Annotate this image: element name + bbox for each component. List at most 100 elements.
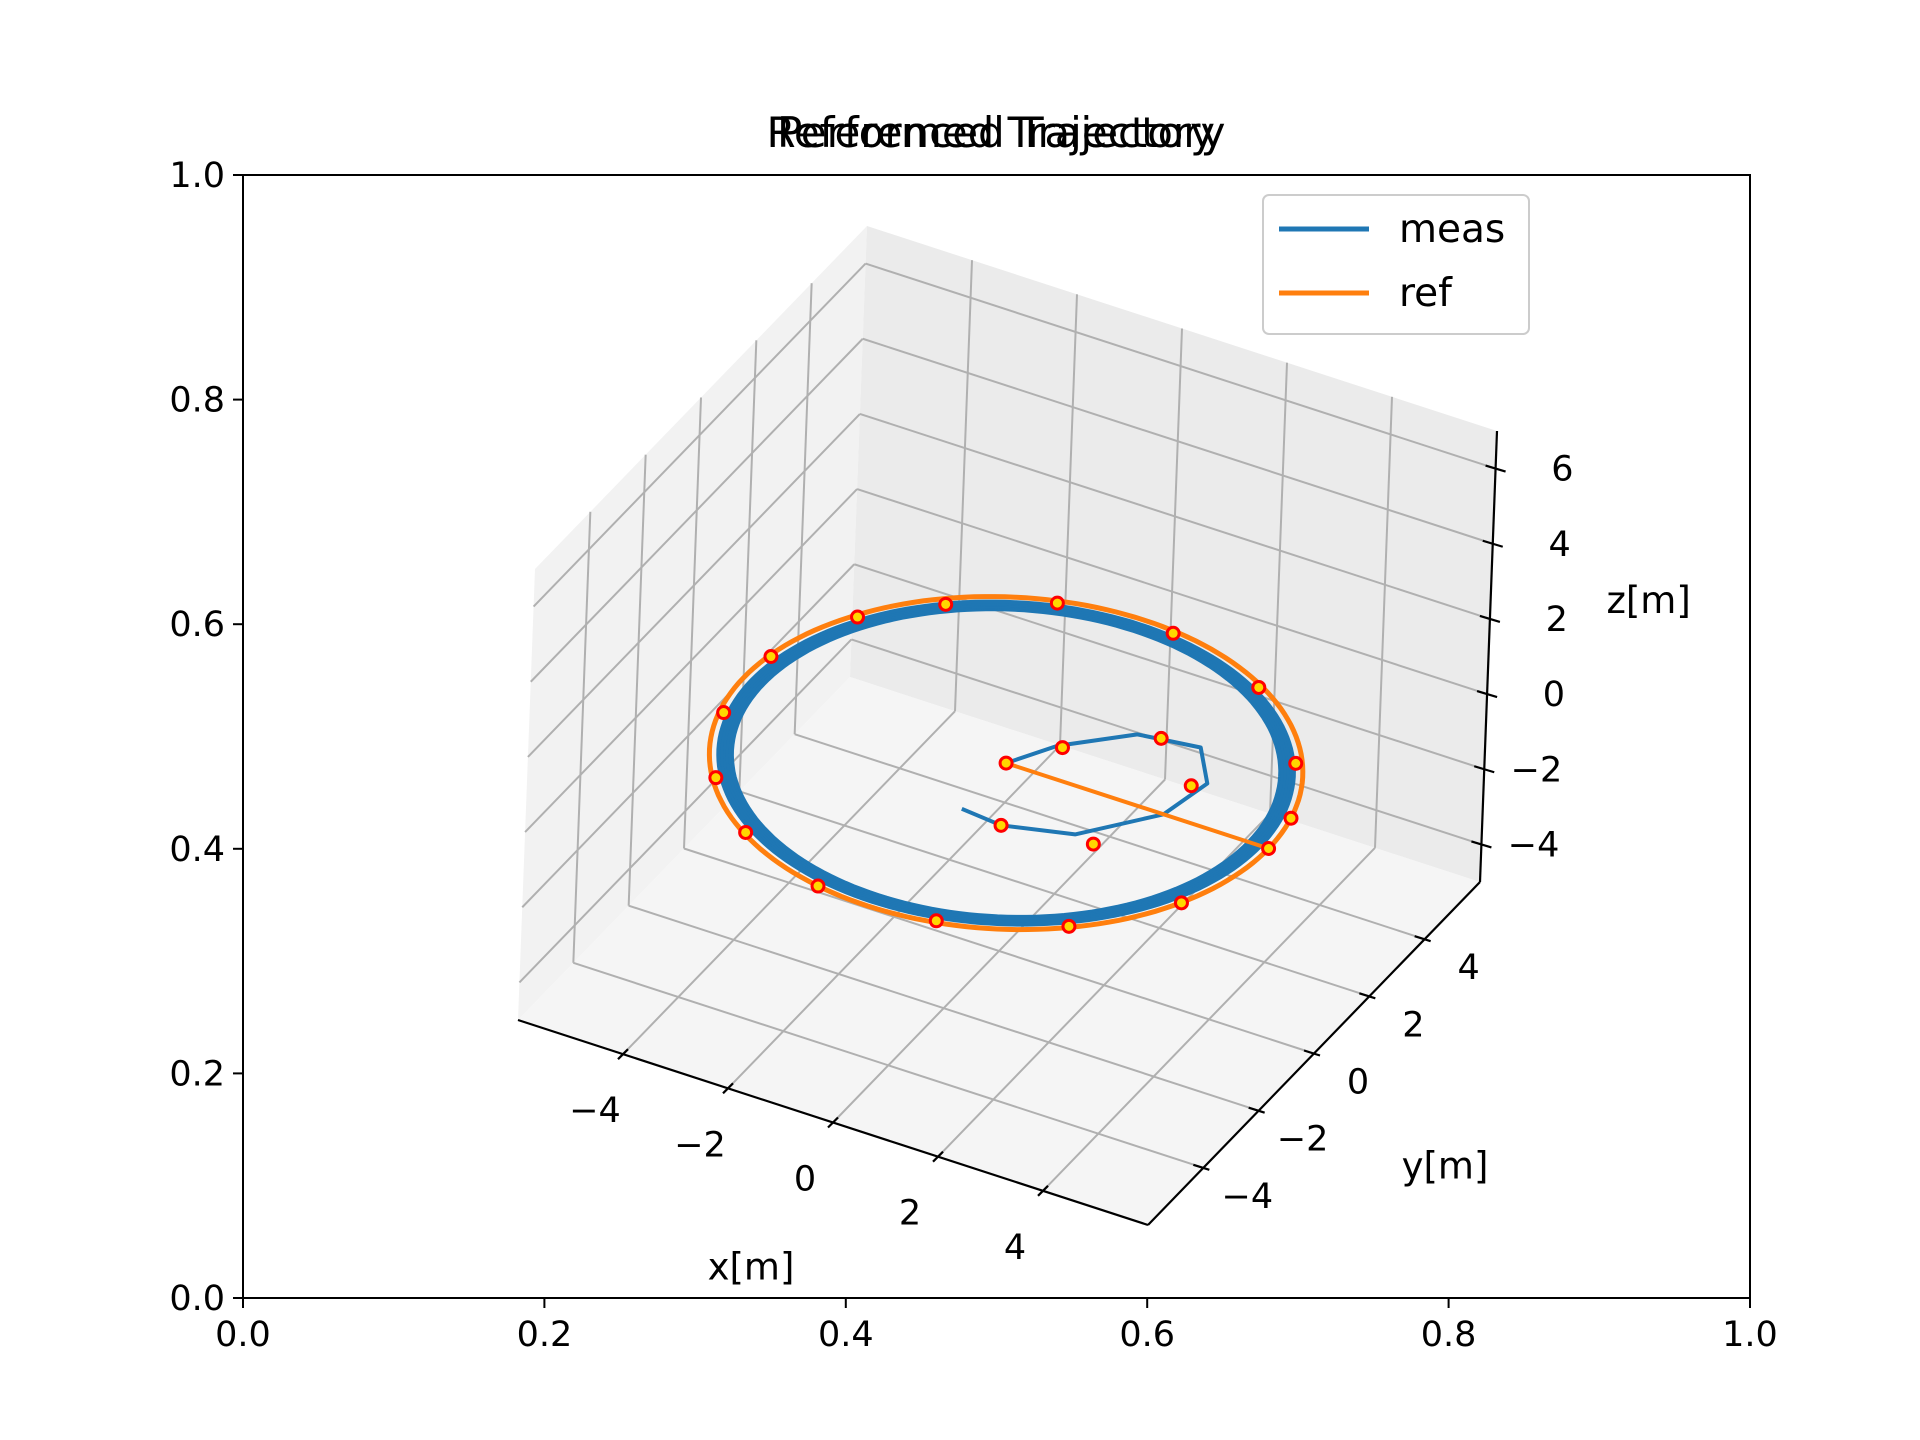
grid-line	[518, 638, 853, 984]
x-tick-mark	[1037, 1185, 1049, 1197]
y-tick-mark	[1359, 992, 1376, 1000]
marker-point	[998, 755, 1014, 771]
grid-line	[521, 563, 855, 908]
grid-line	[862, 337, 1494, 545]
grid-line	[856, 488, 1488, 696]
z-tick-mark	[1482, 539, 1504, 548]
grid-line	[527, 413, 861, 758]
x-tick-label: −4	[569, 1091, 621, 1131]
grid-line	[532, 262, 867, 608]
z-tick-mark	[1471, 840, 1492, 849]
ref-radial-line	[1005, 761, 1270, 851]
z-tick-label: 2	[1546, 600, 1568, 640]
marker-points	[708, 595, 1304, 934]
z-tick-label: −4	[1508, 825, 1560, 865]
marker-point	[1261, 841, 1277, 856]
x-tick-mark	[827, 1116, 839, 1129]
z-tick-mark	[1479, 614, 1501, 623]
marker-point	[938, 596, 954, 612]
marker-point	[850, 609, 866, 625]
marker-point	[810, 878, 826, 894]
grid-line	[859, 412, 1491, 620]
outer-y-tick-label: 1.0	[169, 156, 225, 196]
grid-line	[530, 338, 864, 683]
outer-x-tick-label: 0.2	[517, 1315, 573, 1355]
outer-y-tick-label: 0.8	[169, 381, 225, 421]
x-tick-mark	[932, 1150, 944, 1163]
y-tick-label: 0	[1347, 1063, 1369, 1103]
grid-line	[683, 847, 1315, 1055]
y-tick-label: 4	[1458, 948, 1480, 988]
grid-line	[954, 260, 973, 712]
outer-x-tick-label: 0.6	[1119, 1315, 1175, 1355]
y-tick-label: −4	[1222, 1177, 1274, 1217]
marker-point	[1085, 836, 1101, 852]
z-axis-label: z[m]	[1606, 579, 1690, 622]
z-tick-label: 0	[1543, 675, 1565, 715]
marker-point	[1165, 625, 1181, 641]
grid-line	[524, 488, 858, 833]
grid-line	[683, 397, 702, 849]
marker-point	[1061, 918, 1077, 934]
marker-point	[1054, 740, 1070, 756]
3d-tick-labels: −4 −2 0 2 4 −4 −2 0 2 4 −4 −2 0 2 4 6	[569, 450, 1573, 1268]
y-tick-mark	[1193, 1163, 1210, 1171]
marker-point	[738, 824, 754, 840]
outer-x-tick-label: 0.8	[1421, 1315, 1477, 1355]
meas-orbit-line	[716, 599, 1296, 927]
y-tick-mark	[1248, 1106, 1265, 1114]
x-tick-label: −2	[674, 1125, 726, 1165]
grid-line	[628, 904, 1259, 1112]
marker-point	[1153, 730, 1169, 746]
legend-label-meas: meas	[1399, 207, 1505, 252]
legend-label-ref: ref	[1399, 271, 1453, 316]
grid-line	[573, 961, 1204, 1169]
marker-point	[1049, 595, 1065, 611]
y-tick-mark	[1414, 935, 1431, 943]
outer-x-tick-label: 1.0	[1722, 1315, 1778, 1355]
x-tick-label: 2	[899, 1194, 921, 1234]
grid-line	[627, 454, 647, 906]
outer-x-tick-label: 0.4	[818, 1315, 874, 1355]
y-tick-mark	[1303, 1049, 1321, 1057]
y-tick-label: −2	[1277, 1120, 1329, 1160]
z-tick-label: −2	[1511, 750, 1563, 790]
grid-line	[865, 262, 1496, 470]
marker-point	[1173, 895, 1189, 911]
z-tick-mark	[1485, 464, 1506, 473]
x-tick-mark	[617, 1048, 629, 1060]
outer-y-tick-label: 0.0	[169, 1279, 225, 1319]
outer-y-tick-label: 0.2	[169, 1054, 225, 1094]
grid-lines	[518, 260, 1496, 1192]
z-tick-label: 6	[1551, 450, 1573, 490]
x-axis-label: x[m]	[708, 1246, 795, 1289]
z-tick-label: 4	[1548, 525, 1570, 565]
grid-line	[572, 511, 592, 963]
marker-point	[1183, 778, 1199, 794]
grid-line	[1164, 328, 1183, 780]
marker-point	[1283, 810, 1299, 826]
z-tick-mark	[1476, 690, 1498, 699]
legend: meas ref	[1262, 194, 1530, 335]
marker-point	[993, 817, 1009, 833]
y-tick-label: 2	[1402, 1005, 1424, 1045]
marker-point	[763, 649, 779, 665]
3d-axis-lines	[517, 430, 1506, 1227]
x-tick-label: 4	[1004, 1228, 1026, 1268]
y-axis-label: y[m]	[1402, 1145, 1489, 1188]
grid-line	[1059, 294, 1078, 746]
marker-point	[1251, 679, 1267, 695]
z-tick-mark	[1473, 765, 1495, 774]
meas-spiral-line	[961, 732, 1210, 837]
grid-line	[1374, 396, 1393, 848]
marker-point	[928, 913, 944, 929]
x-tick-mark	[722, 1082, 734, 1095]
z-axis-line	[1478, 430, 1499, 883]
outer-axes: 0.0 0.2 0.4 0.6 0.8 1.0 0.0 0.2 0.4 0.6 0.8 1.0	[169, 156, 1778, 1355]
marker-point	[1288, 755, 1304, 771]
chart-title-text: Performed Trajectory	[777, 108, 1215, 157]
grid-line	[794, 733, 1425, 941]
x-tick-label: 0	[794, 1160, 816, 1200]
marker-point	[716, 705, 732, 721]
